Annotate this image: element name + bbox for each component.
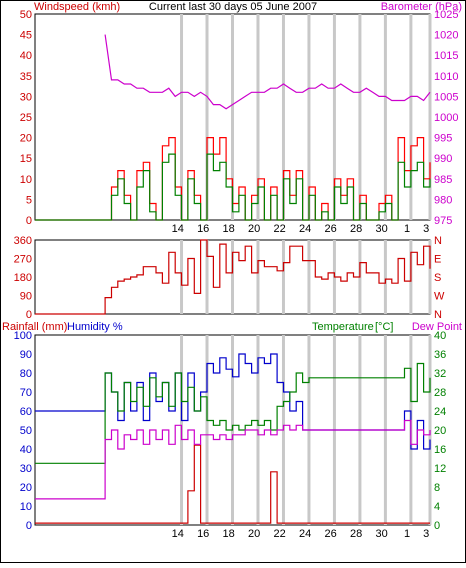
- date-tick-label: 3: [423, 223, 429, 235]
- fahrenheit-celsius-icon: [°C]: [375, 321, 393, 333]
- y-tick-label: 50: [20, 425, 32, 437]
- y-tick-label: 40: [20, 50, 32, 62]
- y2-tick-label: N: [434, 309, 442, 321]
- y2-tick-label: 20: [434, 425, 446, 437]
- y2-tick-label: 1005: [434, 91, 458, 103]
- date-tick-label: 1: [404, 528, 410, 540]
- y-tick-label: 270: [14, 254, 32, 266]
- humidity-axis-label: Humidity %: [67, 321, 123, 333]
- direction-line: [35, 239, 431, 315]
- date-tick-label: 30: [375, 528, 387, 540]
- y-tick-label: 45: [20, 30, 32, 42]
- y2-tick-label: 1000: [434, 112, 458, 124]
- y2-tick-label: 4: [434, 501, 440, 513]
- y-tick-label: 35: [20, 71, 32, 83]
- windspeed-axis-label: Windspeed (kmh): [34, 1, 120, 13]
- date-tick-label: 22: [274, 223, 286, 235]
- y-tick-label: 10: [20, 501, 32, 513]
- date-tick-label: 26: [324, 528, 336, 540]
- y2-tick-label: 24: [434, 406, 446, 418]
- temperature-line: [35, 362, 431, 464]
- y-tick-label: 50: [20, 9, 32, 21]
- y-tick-label: 15: [20, 153, 32, 165]
- date-tick-label: 28: [350, 223, 362, 235]
- date-tick-label: 16: [197, 223, 209, 235]
- y2-tick-label: 32: [434, 368, 446, 380]
- dewpoint-axis-label: Dew Point: [412, 321, 462, 333]
- date-tick-label: 20: [248, 223, 260, 235]
- y-tick-label: 0: [26, 309, 32, 321]
- y2-tick-label: S: [434, 272, 441, 284]
- y2-tick-label: 985: [434, 174, 452, 186]
- y-tick-label: 20: [20, 482, 32, 494]
- dewpoint-line: [35, 419, 431, 500]
- y2-tick-label: 0: [434, 520, 440, 532]
- y2-tick-label: 995: [434, 133, 452, 145]
- y2-tick-label: 1020: [434, 30, 458, 42]
- date-tick-label: 16: [197, 528, 209, 540]
- y2-tick-label: N: [434, 235, 442, 247]
- barometer-line: [104, 34, 431, 110]
- y2-tick-label: 975: [434, 215, 452, 227]
- y2-tick-label: 16: [434, 444, 446, 456]
- y2-tick-label: 990: [434, 153, 452, 165]
- y2-tick-label: 12: [434, 463, 446, 475]
- y2-tick-label: 1015: [434, 50, 458, 62]
- y-tick-label: 180: [14, 272, 32, 284]
- y2-tick-label: 40: [434, 330, 446, 342]
- date-tick-label: 28: [350, 528, 362, 540]
- y-tick-label: 5: [26, 194, 32, 206]
- y-tick-label: 60: [20, 406, 32, 418]
- date-tick-label: 30: [375, 223, 387, 235]
- data-series: [35, 34, 431, 524]
- y-tick-label: 10: [20, 174, 32, 186]
- rainfall-axis-label: Rainfall (mm): [2, 321, 67, 333]
- date-tick-label: 14: [172, 223, 184, 235]
- y2-tick-label: 1010: [434, 71, 458, 83]
- chart-title: Current last 30 days 05 June 2007: [149, 1, 317, 13]
- date-tick-label: 18: [223, 528, 235, 540]
- y2-tick-label: 8: [434, 482, 440, 494]
- wind-line: [35, 153, 431, 221]
- y-tick-label: 360: [14, 235, 32, 247]
- y-tick-label: 20: [20, 133, 32, 145]
- y2-tick-label: 28: [434, 387, 446, 399]
- rainfall-line: [35, 444, 430, 524]
- y2-tick-label: 980: [434, 194, 452, 206]
- date-tick-label: 22: [274, 528, 286, 540]
- y-tick-label: 30: [20, 463, 32, 475]
- y-tick-label: 80: [20, 368, 32, 380]
- axis-ticks: 1414161618182020222224242626282830301133…: [14, 9, 459, 540]
- y2-tick-label: W: [434, 291, 445, 303]
- y-tick-label: 40: [20, 444, 32, 456]
- date-tick-label: 18: [223, 223, 235, 235]
- y-tick-label: 0: [26, 215, 32, 227]
- y2-tick-label: 1025: [434, 9, 458, 21]
- y-tick-label: 90: [20, 349, 32, 361]
- y-tick-label: 70: [20, 387, 32, 399]
- barometer-axis-label: Barometer (hPa): [381, 1, 462, 13]
- date-tick-label: 20: [248, 528, 260, 540]
- y-tick-label: 0: [26, 520, 32, 532]
- date-tick-label: 14: [172, 528, 184, 540]
- date-tick-label: 24: [299, 223, 311, 235]
- y-tick-label: 25: [20, 112, 32, 124]
- date-tick-label: 1: [404, 223, 410, 235]
- date-tick-label: 26: [324, 223, 336, 235]
- date-tick-label: 24: [299, 528, 311, 540]
- y-tick-label: 30: [20, 91, 32, 103]
- y2-tick-label: 36: [434, 349, 446, 361]
- y2-tick-label: E: [434, 254, 441, 266]
- date-tick-label: 3: [423, 528, 429, 540]
- y-tick-label: 90: [20, 291, 32, 303]
- y-tick-label: 100: [14, 330, 32, 342]
- temperature-axis-label: Temperature: [312, 321, 374, 333]
